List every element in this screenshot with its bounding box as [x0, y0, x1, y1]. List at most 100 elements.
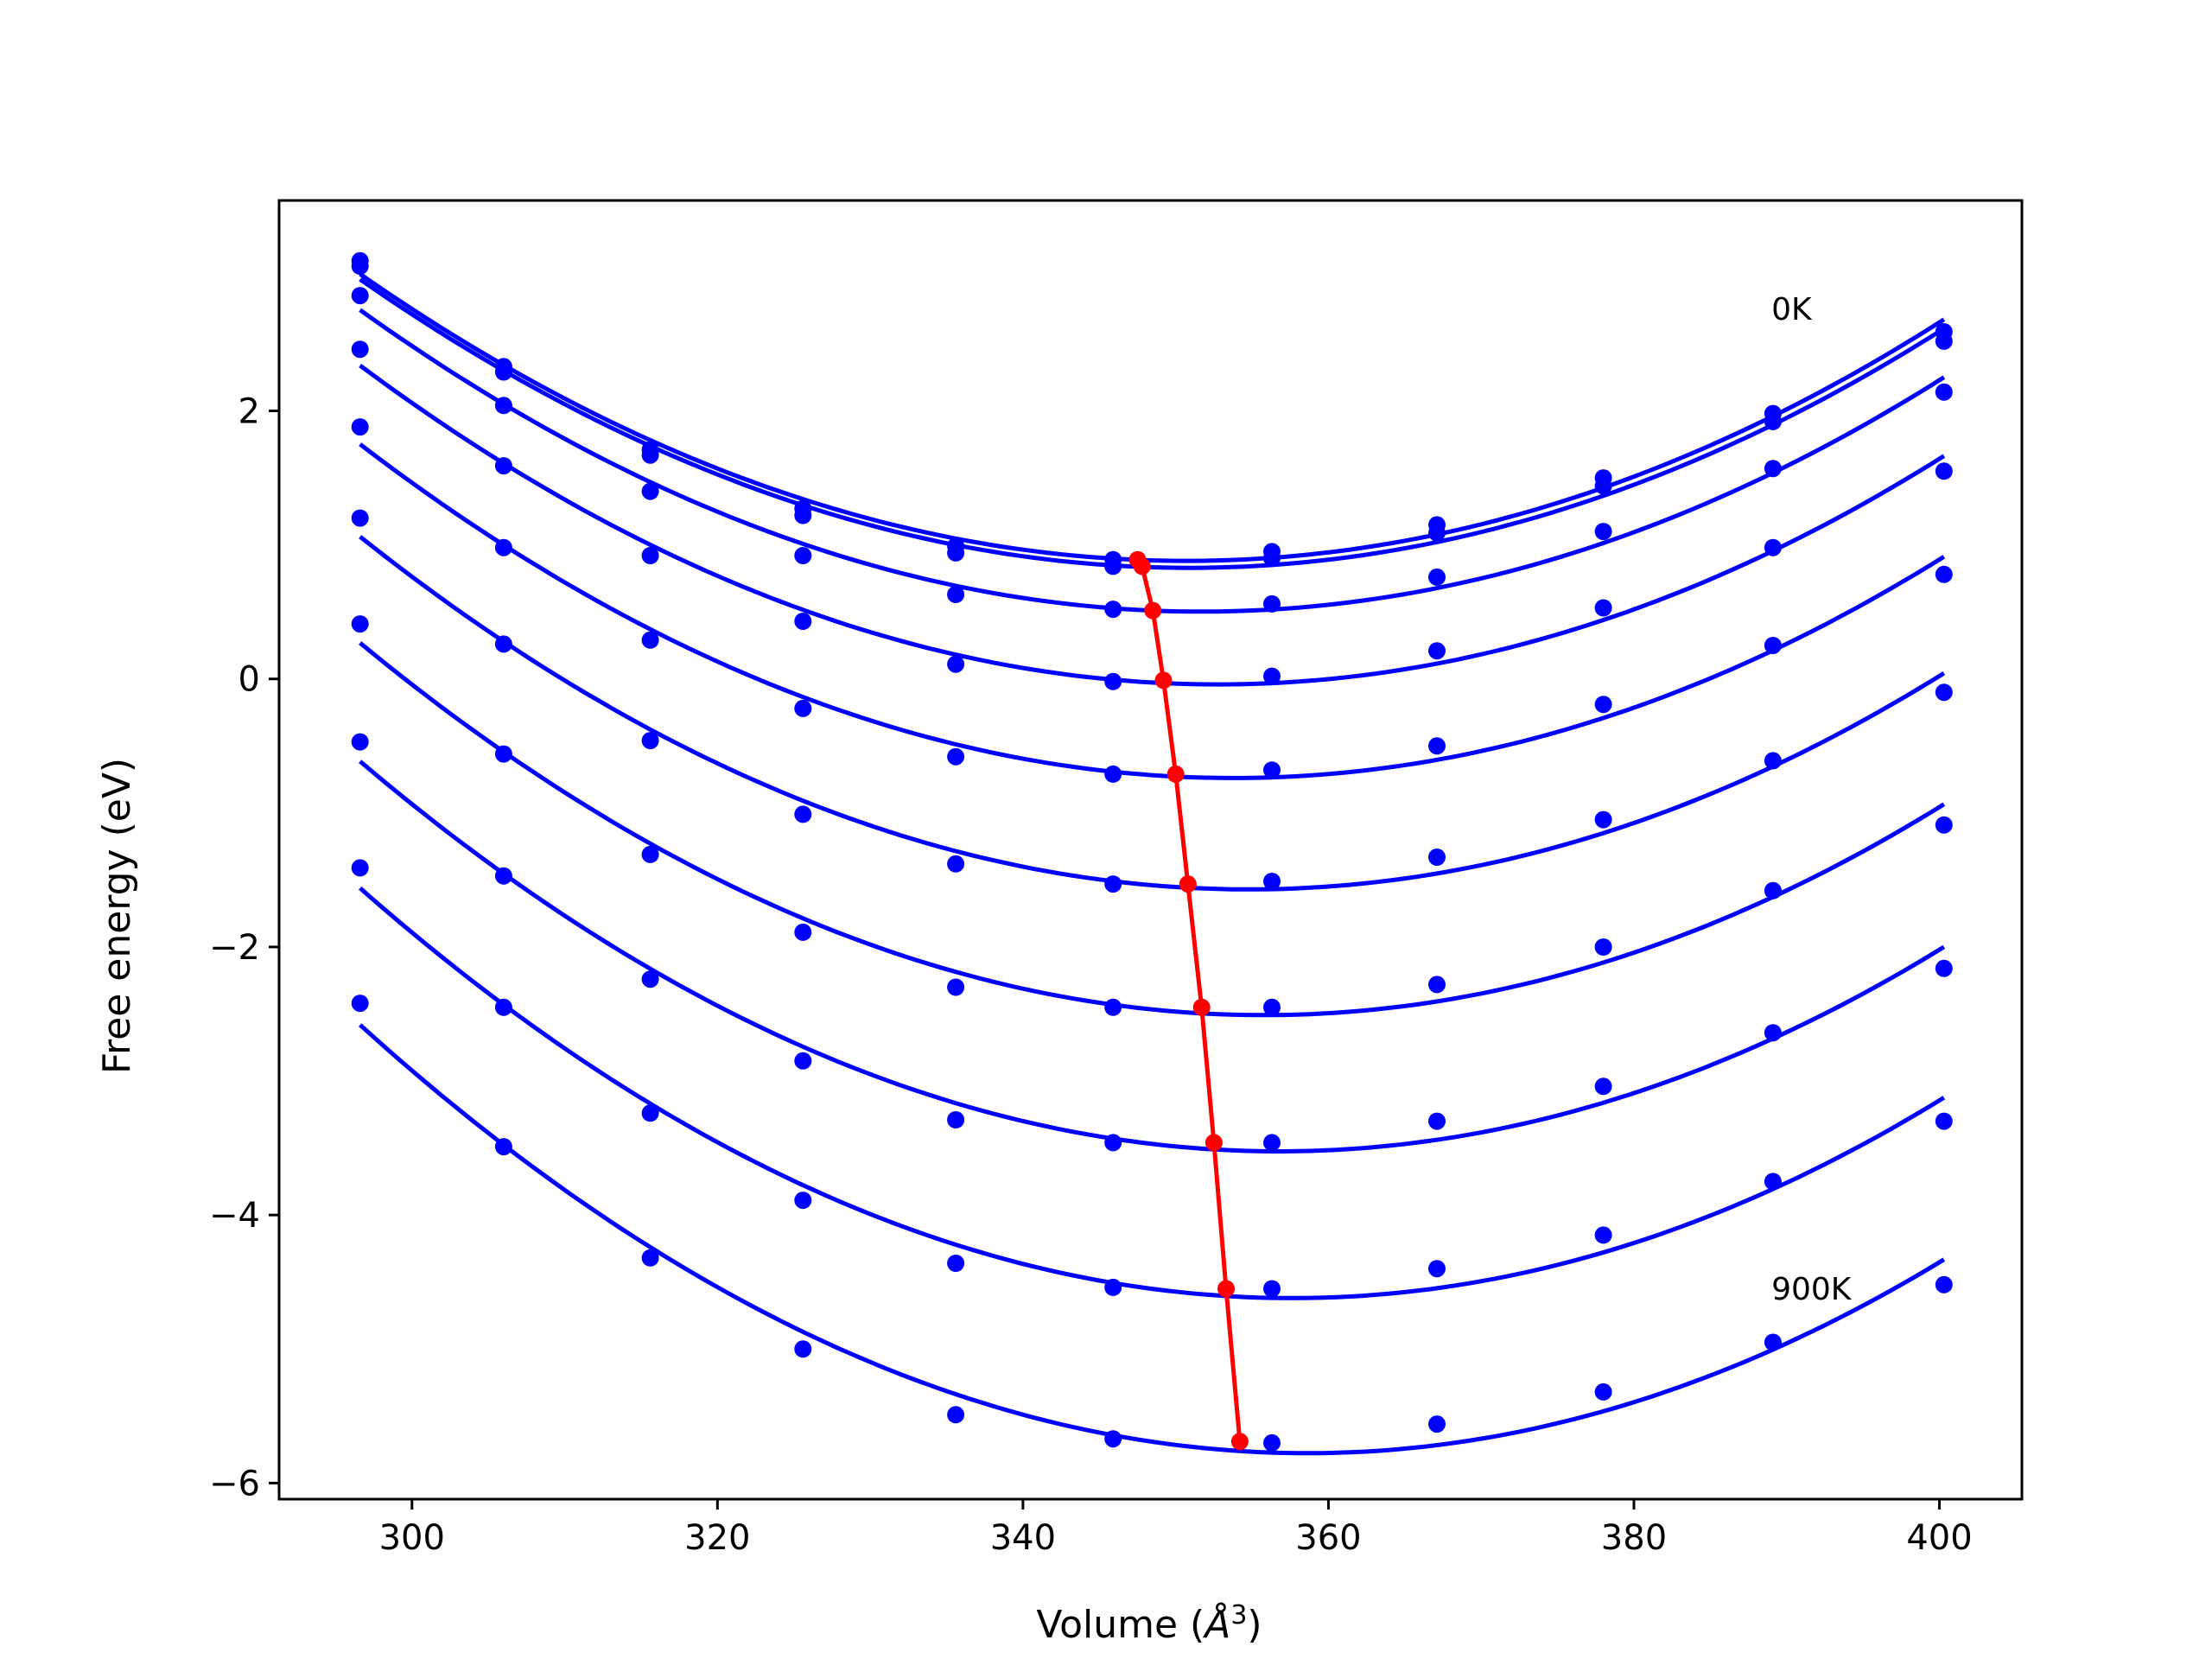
minima-point [1205, 1134, 1223, 1152]
series-curve [359, 272, 1946, 563]
plot-area: 0K 900K [351, 251, 1953, 1456]
series-point [794, 1052, 812, 1070]
series-point [947, 978, 965, 996]
series-curve [359, 442, 1946, 780]
series-point [947, 1111, 965, 1128]
x-axis-label-close: ) [1247, 1603, 1262, 1647]
series-curve [359, 760, 1946, 1154]
series-point [494, 397, 512, 415]
series-point [1764, 412, 1782, 430]
series-point [1764, 538, 1782, 556]
series-point [1935, 1275, 1953, 1294]
x-tick-label: 340 [990, 1518, 1056, 1558]
series-point [1594, 599, 1612, 617]
y-tick-label: −2 [209, 928, 260, 968]
series-point [794, 547, 812, 564]
minima-line [1135, 558, 1243, 1442]
series-point [947, 586, 965, 603]
series-point [1764, 637, 1782, 654]
y-axis-label: Free energy (eV) [95, 758, 139, 1074]
series-point [641, 1249, 659, 1267]
series-point [1935, 959, 1953, 977]
series-point [351, 257, 369, 275]
series-point [1594, 477, 1612, 495]
x-axis-label-unit: Å [1202, 1601, 1230, 1647]
series-point [947, 1406, 965, 1424]
series-point [641, 1104, 659, 1122]
series-point [1104, 998, 1122, 1016]
series-point [1764, 881, 1782, 899]
series-point [794, 699, 812, 717]
minima-point [1166, 765, 1185, 783]
minima-point [1133, 557, 1151, 575]
series-curve [359, 886, 1946, 1300]
series-point [1263, 761, 1281, 779]
y-tick-label: 0 [238, 660, 260, 700]
series-point [494, 635, 512, 653]
series-point [1594, 1077, 1612, 1096]
series-point [494, 867, 512, 885]
series-point [1428, 737, 1446, 755]
series-point [1104, 672, 1122, 690]
series-point [351, 340, 369, 359]
annotation-900k: 900K [1771, 1272, 1853, 1307]
series-point [351, 859, 369, 877]
series-point [1263, 998, 1281, 1016]
series-point [1935, 683, 1953, 702]
series-curve [359, 535, 1946, 892]
series-point [1263, 667, 1281, 685]
x-tick-label: 400 [1906, 1518, 1972, 1558]
minima-point [1230, 1433, 1249, 1451]
series-point [351, 287, 369, 305]
series-point [1594, 1382, 1612, 1401]
x-axis-label: Volume (Å3) [1036, 1600, 1262, 1647]
series-point [1594, 1226, 1612, 1244]
minima-point [1217, 1280, 1235, 1298]
series-point [1104, 1278, 1122, 1296]
series-point [1263, 1280, 1281, 1298]
y-tick-label: −6 [209, 1464, 260, 1503]
series-point [1104, 601, 1122, 619]
minima-point [1192, 998, 1211, 1016]
plot-frame [277, 199, 2024, 1501]
series-point [1104, 765, 1122, 783]
series-point [351, 995, 369, 1013]
series-point [1104, 1134, 1122, 1152]
series-point [494, 1138, 512, 1156]
series-point [641, 482, 659, 500]
series-point [641, 446, 659, 464]
series-point [1428, 849, 1446, 866]
series-point [494, 745, 512, 763]
series-point [947, 1255, 965, 1272]
series-point [1428, 642, 1446, 660]
series-point [1263, 1134, 1281, 1152]
series-curve [359, 1023, 1946, 1456]
minima-point [1154, 671, 1173, 690]
series-point [1764, 460, 1782, 478]
series-point [351, 418, 369, 436]
minima-point [1144, 601, 1162, 620]
series-8 [351, 859, 1953, 1300]
series-point [641, 547, 659, 564]
series-6 [351, 615, 1953, 1018]
series-point [1594, 696, 1612, 714]
x-tick-label: 380 [1601, 1518, 1667, 1558]
series-point [1428, 524, 1446, 542]
series-point [794, 923, 812, 941]
minima-series [1128, 550, 1249, 1451]
x-tick-label: 300 [379, 1518, 445, 1558]
x-axis-label-text: Volume ( [1036, 1603, 1205, 1647]
series-point [1935, 332, 1953, 350]
series-point [947, 655, 965, 673]
series-curve [359, 641, 1946, 1018]
series-point [641, 631, 659, 649]
series-point [1263, 1433, 1281, 1452]
series-point [641, 970, 659, 988]
series-point [794, 805, 812, 823]
series-1 [351, 257, 1953, 575]
series-point [351, 509, 369, 527]
x-tick-label: 360 [1295, 1518, 1361, 1558]
series-point [494, 998, 512, 1016]
